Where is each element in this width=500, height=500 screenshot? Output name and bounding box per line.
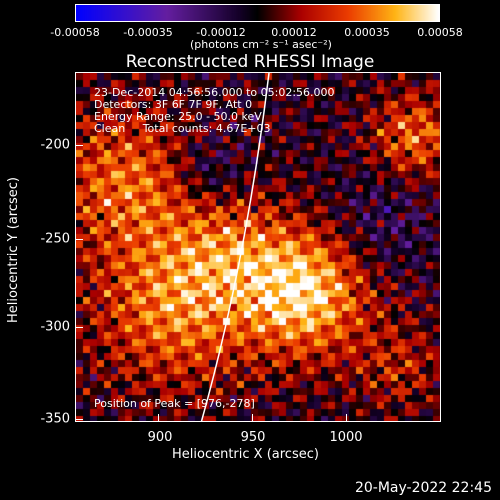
- colorbar-tick: -0.00012: [196, 26, 246, 39]
- colorbar-tick: 0.00035: [344, 26, 390, 39]
- colorbar-tick: 0.00012: [271, 26, 317, 39]
- colorbar-units: (photons cm⁻² s⁻¹ asec⁻²): [190, 38, 332, 51]
- detectors: Detectors: 3F 6F 7F 9F, Att 0: [94, 98, 253, 111]
- image-title: Reconstructed RHESSI Image: [125, 52, 375, 72]
- x-axis-label: Heliocentric X (arcsec): [172, 447, 319, 462]
- peak-position: Position of Peak = [976,-278]: [94, 397, 255, 410]
- y-tick-label: -300: [40, 319, 70, 335]
- x-tick-label: 950: [240, 430, 266, 445]
- footer-date: 20-May-2022 22:45: [354, 480, 492, 496]
- x-tick-mark: [158, 414, 159, 422]
- colorbar-tick: 0.00058: [417, 26, 463, 39]
- limb-overlay: [200, 73, 270, 421]
- colorbar: [75, 4, 440, 22]
- y-tick-mark: [75, 239, 83, 240]
- x-tick-label: 900: [147, 430, 173, 445]
- y-tick-label: -350: [40, 411, 70, 427]
- colorbar-tick: -0.00058: [50, 26, 100, 39]
- time-range: 23-Dec-2014 04:56:56.000 to 05:02:56.000: [94, 86, 335, 99]
- colorbar-tick: -0.00035: [123, 26, 173, 39]
- solar-limb-line: [200, 73, 270, 421]
- x-tick-mark: [252, 414, 253, 422]
- x-tick-mark: [346, 414, 347, 422]
- y-tick-label: -250: [40, 231, 70, 247]
- energy-range: Energy Range: 25.0 - 50.0 keV: [94, 110, 262, 123]
- y-tick-mark: [75, 145, 83, 146]
- y-axis-label: Heliocentric Y (arcsec): [6, 177, 21, 323]
- clean-counts: Clean Total counts: 4.67E+03: [94, 122, 271, 135]
- y-tick-mark: [75, 419, 83, 420]
- image-pixels: [76, 73, 440, 421]
- y-tick-label: -200: [40, 137, 70, 153]
- y-tick-mark: [75, 327, 83, 328]
- rhessi-image: 23-Dec-2014 04:56:56.000 to 05:02:56.000…: [75, 72, 441, 422]
- x-tick-label: 1000: [329, 430, 363, 445]
